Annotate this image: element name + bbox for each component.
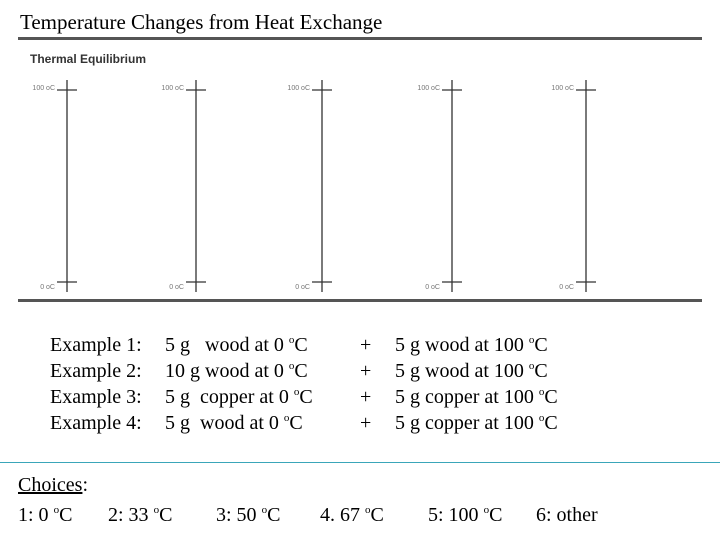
superscript: o [283, 412, 290, 424]
text-part: 4. 67 [320, 504, 365, 526]
superscript: o [538, 386, 545, 398]
text-part: C [299, 386, 313, 408]
example-label: Example 1: [50, 334, 142, 356]
text-part: 5 g copper at 100 [395, 386, 539, 408]
superscript: o [528, 360, 535, 372]
example-right: 5 g copper at 100 oC [395, 386, 558, 409]
superscript: o [483, 504, 490, 516]
text-part: 5 g copper at 100 [395, 412, 539, 434]
text-part: C [159, 504, 173, 526]
gauge-label: 100 oC [287, 85, 310, 92]
slide-title: Temperature Changes from Heat Exchange [20, 10, 383, 34]
choice: 4. 67 oC [320, 504, 384, 527]
superscript: o [528, 334, 535, 346]
text-part: 5 g wood at 0 [165, 334, 289, 356]
text-part: C [370, 504, 384, 526]
choice: 2: 33 oC [108, 504, 172, 527]
gauge-label: 0 oC [425, 284, 440, 291]
example-operator: + [360, 334, 372, 356]
text-part: C [267, 504, 281, 526]
example-operator: + [360, 360, 372, 382]
choices-label: Choices: [18, 474, 88, 497]
choice: 6: other [536, 504, 598, 527]
example-right: 5 g wood at 100 oC [395, 360, 548, 383]
text-part: C [59, 504, 73, 526]
figure-title: Thermal Equilibrium [30, 52, 147, 66]
superscript: o [153, 504, 160, 516]
text-part: C [294, 334, 308, 356]
text-part: 10 g wood at 0 [165, 360, 289, 382]
gauge-label: 100 oC [161, 85, 184, 92]
divider [18, 37, 702, 40]
example-left: 5 g copper at 0 oC [165, 386, 313, 409]
gauge-label: 100 oC [32, 85, 55, 92]
superscript: o [293, 386, 300, 398]
example-label: Example 2: [50, 360, 142, 382]
text-part: 5 g wood at 100 [395, 360, 529, 382]
text-part: 5: 100 [428, 504, 484, 526]
gauge-label: 0 oC [559, 284, 574, 291]
text-part: 6: other [536, 504, 598, 526]
text-part: C [294, 360, 308, 382]
gauge-label: 0 oC [40, 284, 55, 291]
gauge-label: 0 oC [169, 284, 184, 291]
text-part: C [489, 504, 503, 526]
example-left: 5 g wood at 0 oC [165, 334, 308, 357]
gauge-label: 0 oC [295, 284, 310, 291]
text-part: C [289, 412, 303, 434]
text-part: Choices [18, 474, 83, 496]
superscript: o [261, 504, 268, 516]
text-part: 1: 0 [18, 504, 54, 526]
divider [18, 299, 702, 302]
text-part: 5 g copper at 0 [165, 386, 294, 408]
superscript: o [538, 412, 545, 424]
superscript: o [288, 360, 295, 372]
example-operator: + [360, 386, 372, 408]
divider [0, 462, 720, 463]
superscript: o [365, 504, 371, 516]
example-right: 5 g copper at 100 oC [395, 412, 558, 435]
example-label: Example 4: [50, 412, 142, 434]
example-left: 5 g wood at 0 oC [165, 412, 303, 435]
superscript: o [53, 504, 60, 516]
example-right: 5 g wood at 100 oC [395, 334, 548, 357]
example-label: Example 3: [50, 386, 142, 408]
text-part: 2: 33 [108, 504, 154, 526]
gauge-label: 100 oC [551, 85, 574, 92]
text-part: 5 g wood at 100 [395, 334, 529, 356]
superscript: o [288, 334, 295, 346]
figure: 100 oC 0 oC 100 oC 0 oC 100 oC 0 oC 100 oC 0 oC… [32, 80, 596, 292]
text-part: 3: 50 [216, 504, 262, 526]
choice: 1: 0 oC [18, 504, 72, 527]
choice: 5: 100 oC [428, 504, 502, 527]
text-part: C [534, 360, 548, 382]
choice: 3: 50 oC [216, 504, 280, 527]
text-part: C [544, 386, 558, 408]
example-left: 10 g wood at 0 oC [165, 360, 308, 383]
text-part: C [534, 334, 548, 356]
text-part: 5 g wood at 0 [165, 412, 284, 434]
example-operator: + [360, 412, 372, 434]
text-part: C [544, 412, 558, 434]
text-part: : [82, 474, 88, 496]
gauge-label: 100 oC [417, 85, 440, 92]
